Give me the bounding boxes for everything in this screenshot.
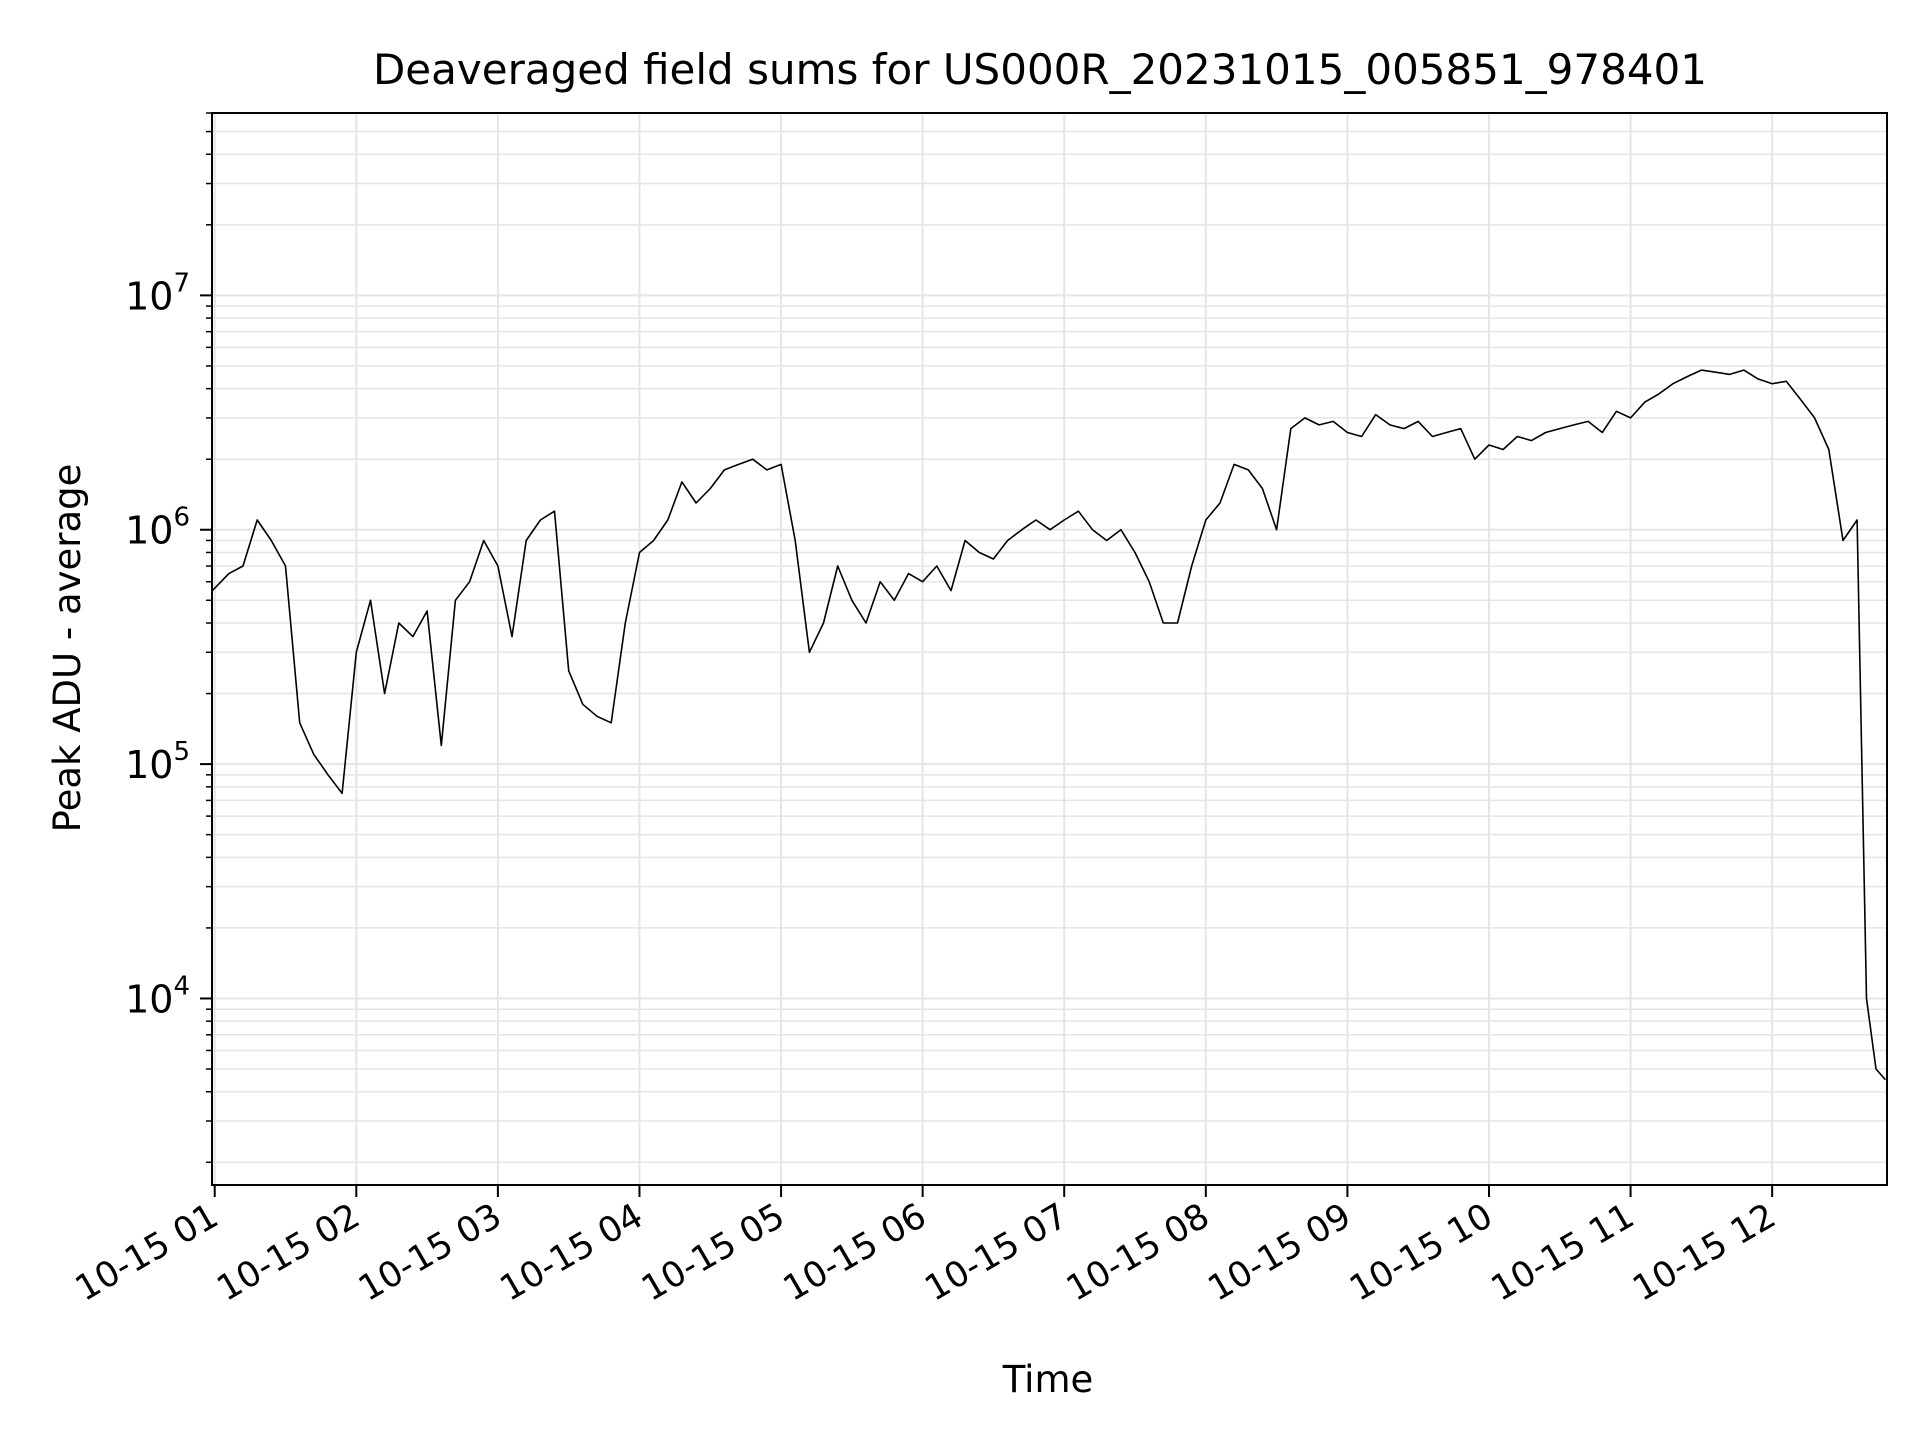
grid-lines: [212, 112, 1887, 1185]
plot-frame: [211, 112, 1888, 1186]
y-tick-label: 106: [125, 503, 190, 553]
y-tick-exponent: 5: [173, 737, 190, 767]
y-tick-label: 104: [125, 971, 190, 1021]
y-tick-base: 10: [125, 743, 173, 787]
series-layer: [211, 369, 1887, 1081]
y-tick-base: 10: [125, 509, 173, 553]
x-axis-label: Time: [1002, 1358, 1094, 1401]
y-tick-base: 10: [125, 274, 173, 318]
series-line: [211, 369, 1887, 1081]
chart-title: Deaveraged field sums for US000R_2023101…: [373, 45, 1707, 94]
y-tick-label: 105: [125, 737, 190, 787]
y-axis-label: Peak ADU - average: [46, 464, 89, 833]
y-tick-exponent: 6: [173, 503, 190, 533]
y-tick-label: 107: [125, 268, 190, 318]
y-tick-exponent: 7: [173, 268, 190, 298]
y-tick-exponent: 4: [173, 971, 190, 1001]
y-tick-base: 10: [125, 977, 173, 1021]
